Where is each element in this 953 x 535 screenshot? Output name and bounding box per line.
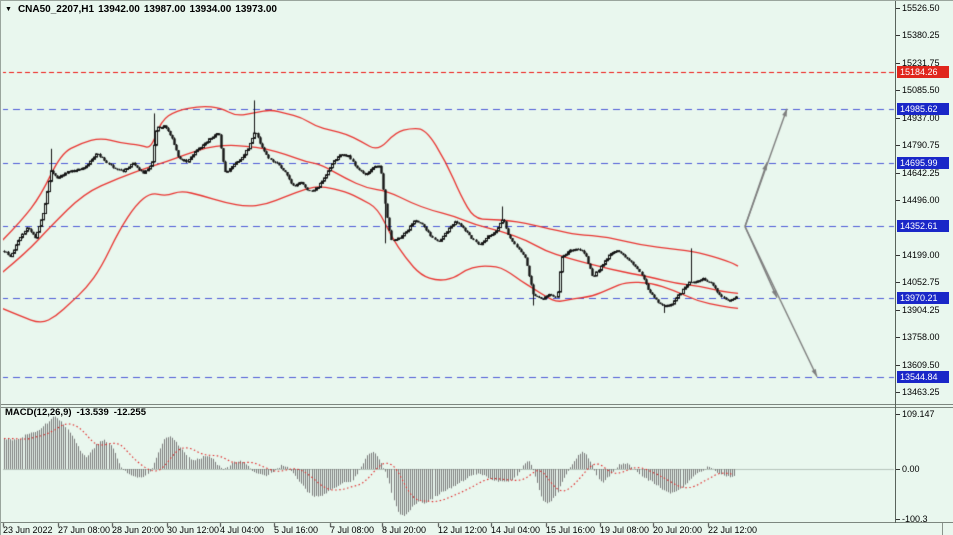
quote-low: 13934.00 [189, 4, 232, 15]
time-axis-label: 23 Jun 2022 [3, 525, 53, 535]
price-tick-label: 13463.25 [902, 387, 940, 397]
axis-tick-mark [896, 200, 900, 201]
quote-high: 13987.00 [143, 4, 186, 15]
time-axis-separator [1, 522, 953, 523]
axis-tick-mark [896, 414, 900, 415]
price-tick-label: 13609.50 [902, 359, 940, 370]
macd-indicator-label: MACD(12,26,9) -13.539 -12.255 [5, 407, 146, 418]
price-tick-label: 14052.75 [902, 277, 940, 288]
price-tick-label: 14642.25 [902, 167, 940, 178]
time-axis[interactable]: 23 Jun 2022 27 Jun 08:00 28 Jun 20:00 30 Ju… [1, 524, 953, 535]
price-level-badge: 14352.61 [897, 220, 949, 233]
quote-open: 13942.00 [98, 4, 140, 15]
price-axis-border [895, 1, 896, 523]
time-axis-label: 19 Jul 08:00 [600, 525, 650, 535]
macd-min-label: -100.3 [902, 513, 928, 524]
macd-signal-value: -12.255 [113, 407, 146, 418]
axis-tick-mark [896, 519, 900, 520]
axis-tick-mark [896, 365, 900, 366]
price-tick-label: 13904.25 [902, 304, 940, 315]
price-level-badge: 14985.62 [897, 102, 949, 115]
time-axis-label: 15 Jul 16:00 [546, 525, 596, 535]
price-tick-label: 15380.25 [902, 30, 940, 41]
time-axis-label: 14 Jul 04:00 [491, 525, 541, 535]
axis-tick-mark [896, 282, 900, 283]
axis-tick-mark [896, 255, 900, 256]
axis-tick-mark [896, 35, 900, 36]
macd-value: -13.539 [76, 407, 109, 418]
pane-separator[interactable] [1, 404, 953, 405]
macd-max-label: 109.147 [902, 408, 935, 419]
time-axis-label: 27 Jun 08:00 [58, 525, 111, 535]
price-tick-label: 14199.00 [902, 250, 940, 261]
time-axis-label: 7 Jul 08:00 [330, 525, 375, 535]
price-tick-label: 14790.75 [902, 139, 940, 150]
price-level-badge: 13970.21 [897, 291, 949, 304]
axis-tick-mark [896, 469, 900, 470]
axis-tick-mark [896, 173, 900, 174]
axis-tick-mark [896, 118, 900, 119]
price-tick-label: 14937.00 [902, 112, 940, 123]
time-axis-label: 4 Jul 04:00 [220, 525, 265, 535]
axis-tick-mark [896, 8, 900, 9]
time-axis-label: 20 Jul 20:00 [653, 525, 703, 535]
time-axis-label: 12 Jul 12:00 [438, 525, 488, 535]
macd-zero-label: 0.00 [902, 463, 920, 474]
axis-tick-mark [896, 392, 900, 393]
price-tick-label: 15085.50 [902, 85, 940, 96]
time-axis-label: 8 Jul 20:00 [382, 525, 427, 535]
price-level-badge-red: 15184.26 [897, 65, 949, 78]
chart-header: ▼ CNA50_2207,H1 13942.00 13987.00 13934.… [5, 4, 277, 15]
time-axis-label: 30 Jun 12:00 [167, 525, 220, 535]
price-tick-label: 14496.00 [902, 194, 940, 205]
time-axis-label: 22 Jul 12:00 [708, 525, 758, 535]
symbol-period-label: CNA50_2207,H1 [17, 4, 95, 15]
quote-close: 13973.00 [235, 4, 277, 15]
axis-tick-mark [896, 337, 900, 338]
axis-tick-mark [896, 90, 900, 91]
axis-corner-line [942, 523, 943, 535]
macd-title: MACD(12,26,9) [5, 407, 72, 418]
time-axis-label: 5 Jul 16:00 [274, 525, 319, 535]
price-level-badge: 13544.84 [897, 370, 949, 383]
axis-tick-mark [896, 63, 900, 64]
axis-tick-mark [896, 145, 900, 146]
symbol-dropdown-icon[interactable]: ▼ [5, 6, 12, 13]
price-tick-label: 15231.75 [902, 57, 940, 68]
price-tick-label: 15526.50 [902, 3, 940, 13]
time-axis-label: 28 Jun 20:00 [112, 525, 165, 535]
axis-tick-mark [896, 310, 900, 311]
pane-separator[interactable] [1, 407, 953, 408]
price-tick-label: 13758.00 [902, 332, 940, 343]
price-level-badge: 14695.99 [897, 156, 949, 169]
